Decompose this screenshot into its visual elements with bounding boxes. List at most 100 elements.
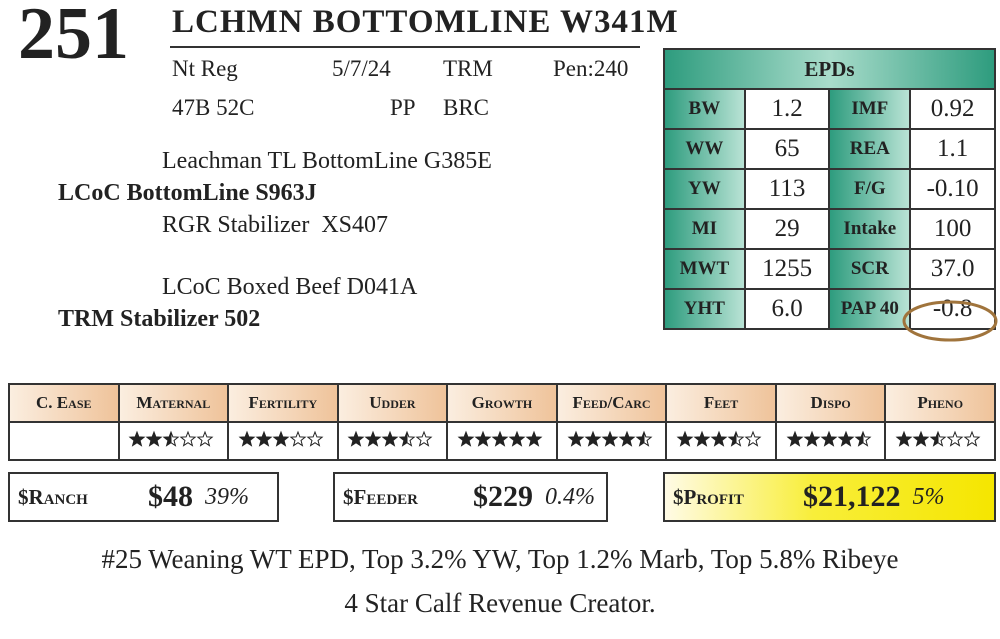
star bbox=[931, 431, 939, 446]
star-outline bbox=[837, 430, 855, 447]
star-outline bbox=[912, 430, 930, 447]
info: TRM bbox=[443, 56, 493, 81]
index-box: $Feeder $229 0.4% bbox=[333, 472, 608, 522]
lot-number: 251 bbox=[18, 0, 129, 75]
rating-cell bbox=[446, 421, 558, 461]
star-rating bbox=[347, 430, 433, 447]
rating-cell bbox=[336, 421, 449, 461]
index-label: $Profit bbox=[673, 484, 744, 509]
star-outline bbox=[786, 430, 804, 447]
epd-row: BW 1.2 IMF 0.92 bbox=[663, 88, 996, 130]
star bbox=[897, 431, 912, 446]
epd-row: WW 65 REA 1.1 bbox=[663, 128, 996, 170]
star-outline bbox=[963, 430, 981, 447]
star-fill bbox=[130, 431, 172, 446]
star-outline bbox=[744, 430, 762, 447]
star-outline bbox=[347, 430, 365, 447]
star-outline bbox=[854, 430, 872, 447]
epd-value: 37.0 bbox=[909, 248, 996, 290]
epd-value: 1.2 bbox=[743, 88, 831, 130]
epd-value: 100 bbox=[909, 208, 996, 250]
epd-label: IMF bbox=[828, 88, 912, 130]
star bbox=[492, 431, 508, 446]
star-outline bbox=[196, 430, 214, 447]
star-outline bbox=[895, 430, 913, 447]
star-outline bbox=[710, 430, 728, 447]
epd-label: YHT bbox=[663, 288, 746, 330]
star-outline bbox=[238, 430, 256, 447]
star-outline bbox=[693, 430, 711, 447]
star bbox=[239, 431, 254, 446]
star bbox=[787, 431, 802, 446]
pedigree-entry: Leachman TL BottomLine G385E bbox=[162, 148, 492, 174]
star-outline bbox=[179, 430, 197, 447]
star-outline bbox=[508, 430, 526, 447]
rating-cell bbox=[555, 421, 668, 461]
star bbox=[804, 431, 819, 446]
star bbox=[400, 431, 408, 446]
info: 5/7/24 bbox=[332, 56, 391, 81]
star bbox=[728, 431, 737, 446]
index-value: $21,122 bbox=[803, 480, 901, 513]
star-rating bbox=[676, 430, 762, 447]
rating-header: Maternal bbox=[117, 383, 230, 423]
star-outline bbox=[820, 430, 838, 447]
epd-value: 6.0 bbox=[743, 288, 831, 330]
star bbox=[677, 431, 693, 446]
star-outline bbox=[289, 430, 307, 447]
pedigree-dam: TRM Stabilizer 502 bbox=[58, 306, 261, 332]
epd-row: YW 113 F/G -0.10 bbox=[663, 168, 996, 210]
star bbox=[585, 431, 600, 446]
star-outline bbox=[601, 430, 618, 447]
star bbox=[526, 431, 542, 446]
star-rating bbox=[567, 430, 652, 447]
index-value: $48 bbox=[148, 480, 193, 513]
star bbox=[383, 431, 398, 446]
rating-header: Feed/Carc bbox=[555, 383, 668, 423]
epd-label: MI bbox=[663, 208, 746, 250]
star-fill bbox=[787, 431, 864, 446]
star-rating bbox=[895, 430, 981, 447]
epd-value: 29 bbox=[743, 208, 831, 250]
star bbox=[458, 431, 474, 446]
rating-header: C. Ease bbox=[8, 383, 120, 423]
rating-header: Pheno bbox=[884, 383, 996, 423]
star-outline bbox=[727, 430, 745, 447]
star bbox=[147, 431, 162, 446]
star-outline bbox=[398, 430, 416, 447]
rating-header: Udder bbox=[336, 383, 449, 423]
star bbox=[619, 431, 634, 446]
star bbox=[273, 431, 288, 446]
star-outline bbox=[306, 430, 324, 447]
index-label: $Feeder bbox=[343, 484, 419, 509]
rating-cell bbox=[117, 421, 230, 461]
star-outline bbox=[474, 430, 492, 447]
epd-label: Intake bbox=[828, 208, 912, 250]
note: #25 Weaning WT EPD, Top 3.2% YW, Top 1.2… bbox=[101, 544, 899, 574]
star-outline bbox=[128, 430, 146, 447]
star-outline bbox=[584, 430, 601, 447]
epd-label: WW bbox=[663, 128, 746, 170]
star-outline bbox=[491, 430, 509, 447]
star bbox=[256, 431, 271, 446]
index-percent: 5% bbox=[912, 483, 945, 510]
star-fill bbox=[568, 431, 644, 446]
ratings-header-row: C. Ease Maternal Fertility Udder Growth Feed/… bbox=[8, 383, 996, 423]
index-percent: 39% bbox=[205, 483, 249, 510]
epd-row: MWT 1255 SCR 37.0 bbox=[663, 248, 996, 290]
star bbox=[636, 431, 644, 446]
epd-label: SCR bbox=[828, 248, 912, 290]
epd-value: -0.10 bbox=[909, 168, 996, 210]
star bbox=[821, 431, 836, 446]
star bbox=[914, 431, 929, 446]
pedigree-entry: LCoC Boxed Beef D041A bbox=[162, 274, 418, 300]
star-fill bbox=[349, 431, 408, 446]
epd-value: 113 bbox=[743, 168, 831, 210]
epd-label: BW bbox=[663, 88, 746, 130]
star-outline bbox=[255, 430, 273, 447]
star-outline bbox=[364, 430, 382, 447]
rating-cell bbox=[8, 421, 120, 461]
epd-title: EPDs bbox=[663, 48, 996, 90]
epd-value: 65 bbox=[743, 128, 831, 170]
